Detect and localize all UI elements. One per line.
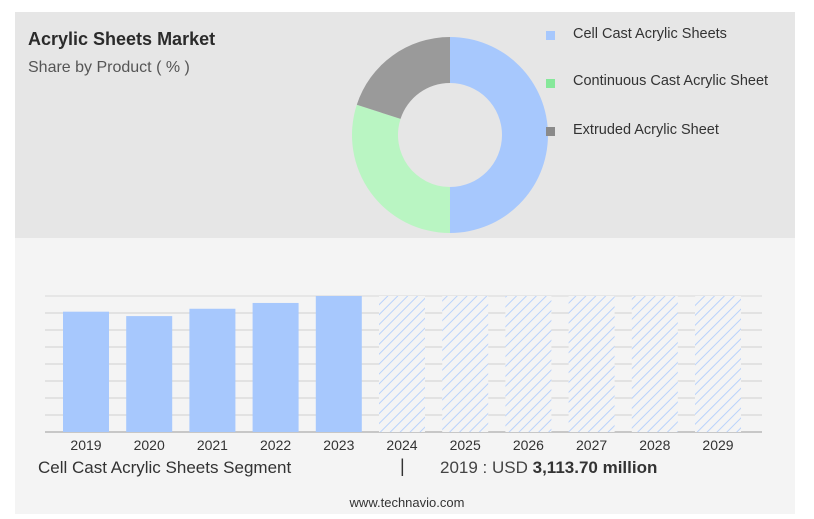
bar-2021 xyxy=(189,308,236,432)
forecast-bar-2026 xyxy=(505,296,552,432)
chart-title: Acrylic Sheets Market xyxy=(28,29,216,49)
x-tick-label-2029: 2029 xyxy=(702,437,733,453)
bar-2022 xyxy=(252,302,299,432)
legend-swatch-extruded xyxy=(546,127,555,136)
legend-label-cell-cast: Cell Cast Acrylic Sheets xyxy=(573,26,727,42)
bar-2023 xyxy=(315,296,362,432)
legend-swatch-cell-cast xyxy=(546,31,555,40)
forecast-bar-2027 xyxy=(568,296,615,432)
x-tick-label-2023: 2023 xyxy=(323,437,354,453)
segment-label: Cell Cast Acrylic Sheets Segment xyxy=(38,458,292,477)
donut-chart xyxy=(351,37,548,233)
segment-value-amount: 3,113.70 million xyxy=(532,458,658,477)
forecast-bar-2025 xyxy=(442,296,489,432)
legend-label-extruded: Extruded Acrylic Sheet xyxy=(573,122,719,138)
source-link[interactable]: www.technavio.com xyxy=(349,495,465,510)
x-tick-label-2020: 2020 xyxy=(134,437,165,453)
x-tick-label-2019: 2019 xyxy=(70,437,101,453)
x-tick-label-2024: 2024 xyxy=(386,437,417,453)
x-tick-label-2022: 2022 xyxy=(260,437,291,453)
bar-2019 xyxy=(63,311,109,432)
x-tick-label-2025: 2025 xyxy=(450,437,481,453)
forecast-bar-2028 xyxy=(631,296,678,432)
x-tick-label-2026: 2026 xyxy=(513,437,544,453)
donut-slice-cell-cast-acrylic-sheets xyxy=(450,37,548,233)
forecast-bar-2029 xyxy=(695,296,741,432)
x-tick-label-2021: 2021 xyxy=(197,437,228,453)
legend-swatch-continuous-cast xyxy=(546,79,555,88)
segment-value: 2019 : USD 3,113.70 million xyxy=(440,458,657,478)
legend-label-continuous-cast: Continuous Cast Acrylic Sheet xyxy=(573,73,769,89)
segment-value-prefix: 2019 : USD xyxy=(440,458,528,477)
x-tick-label-2028: 2028 xyxy=(639,437,670,453)
x-tick-label-2027: 2027 xyxy=(576,437,607,453)
chart-subtitle: Share by Product ( % ) xyxy=(28,59,190,76)
bar-2020 xyxy=(126,316,173,432)
donut-slice-extruded-acrylic-sheet xyxy=(356,37,450,119)
donut-slice-continuous-cast-acrylic-sheet xyxy=(351,104,450,233)
footer-separator: | xyxy=(400,456,405,476)
forecast-bar-2024 xyxy=(379,296,425,432)
